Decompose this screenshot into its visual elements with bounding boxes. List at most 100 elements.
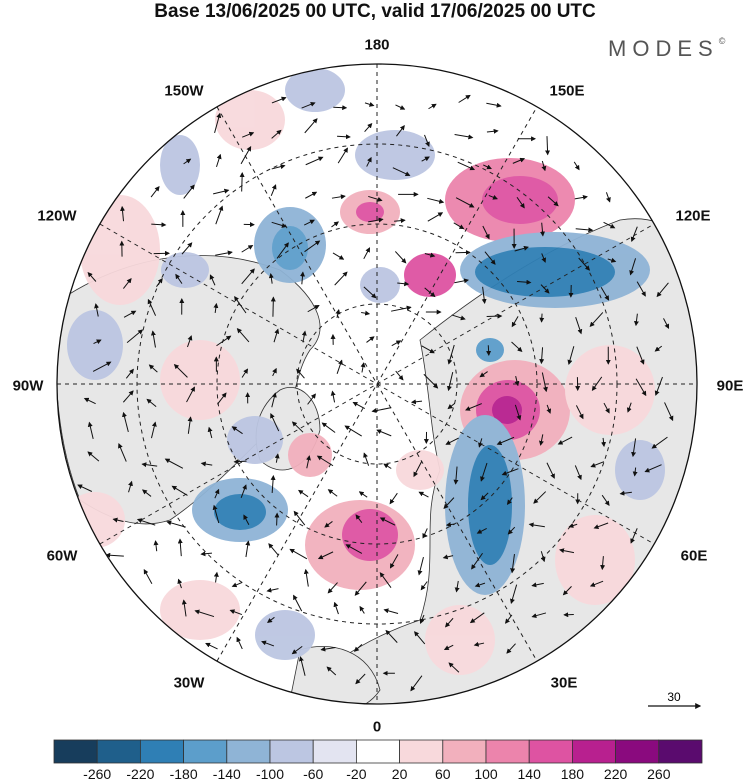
wind-vector-arrow	[273, 328, 280, 343]
colorbar-tick-label: -180	[169, 766, 198, 782]
map-title: Base 13/06/2025 00 UTC, valid 17/06/2025…	[154, 1, 596, 22]
wind-vector-arrow	[575, 317, 583, 335]
wind-vector-arrow	[389, 554, 399, 569]
wind-vector-arrow	[656, 282, 669, 298]
colorbar-tick-label: 140	[517, 766, 541, 782]
wind-vector-arrow	[93, 339, 102, 345]
wind-vector-arrow	[507, 526, 516, 535]
meridian-label: 60W	[46, 547, 78, 565]
wind-vector-arrow	[455, 197, 475, 208]
wind-vector-arrow	[363, 286, 377, 299]
anomaly-blob	[214, 494, 266, 530]
anomaly-blob	[468, 445, 512, 565]
wind-vector-arrow	[173, 363, 188, 378]
wind-vector-arrow	[271, 392, 277, 408]
wind-vector-arrow	[214, 112, 222, 133]
wind-vector-arrow	[303, 219, 315, 226]
geopotential-anomaly-shading	[65, 68, 665, 675]
anomaly-blob	[615, 440, 665, 500]
meridian-label: 30E	[550, 674, 578, 692]
wind-vector-arrow	[422, 528, 428, 539]
wind-vector-arrow	[575, 405, 584, 420]
wind-vector-arrow	[87, 271, 97, 282]
wind-vector-arrow	[352, 401, 365, 409]
wind-vector-arrow	[215, 250, 233, 256]
wind-vector-arrow	[567, 346, 575, 366]
anomaly-blob	[227, 416, 283, 464]
wind-vector-arrow	[528, 522, 545, 528]
wind-vector-arrow	[368, 195, 383, 202]
wind-vector-arrow	[122, 277, 132, 289]
anomaly-blob	[160, 135, 200, 195]
wind-vector-arrow	[332, 252, 345, 260]
wind-vector-arrow	[214, 488, 220, 499]
wind-vector-arrow	[87, 421, 94, 440]
reference-vector-label: 30	[667, 690, 681, 704]
wind-vector-arrow	[445, 522, 455, 528]
meridian-label: 30W	[173, 674, 205, 692]
wind-vector-arrow	[458, 94, 471, 103]
wind-vector-arrow	[240, 146, 252, 165]
wind-vector-arrow	[354, 581, 367, 596]
wind-vector-arrow	[305, 156, 324, 166]
meridian-label: 150W	[164, 82, 204, 100]
wind-vector-arrow	[122, 411, 129, 433]
wind-vector-arrow	[636, 281, 646, 297]
wind-vector-arrow	[366, 336, 375, 343]
wind-vector-arrow	[112, 517, 124, 523]
wind-vector-arrow	[395, 104, 406, 110]
wind-vector-arrow	[364, 122, 373, 133]
meridian-label: 120W	[37, 207, 77, 225]
wind-vector-arrow	[307, 393, 316, 405]
wind-vector-arrow	[194, 609, 215, 618]
wind-vector-arrow	[541, 160, 547, 172]
wind-vector-arrow	[546, 404, 552, 414]
anomaly-blob	[404, 253, 456, 297]
wind-vector-arrow	[293, 594, 303, 612]
wind-vector-arrow	[465, 403, 482, 411]
wind-vector-arrow	[306, 455, 311, 469]
wind-vector-arrow	[175, 273, 183, 284]
colorbar-tick-label: 260	[647, 766, 671, 782]
wind-vector-arrow	[451, 314, 466, 321]
wind-vector-arrow	[207, 426, 213, 439]
wind-vector-arrow	[443, 497, 455, 509]
wind-vector-arrow	[150, 421, 157, 439]
wind-vector-arrow	[423, 373, 439, 389]
wind-vector-arrow	[266, 587, 279, 593]
wind-vector-arrow	[392, 167, 411, 176]
wind-vector-arrow	[421, 156, 430, 162]
wind-vector-arrow	[187, 335, 193, 348]
wind-vector-arrow	[601, 494, 610, 506]
wind-vector-arrow	[514, 376, 520, 387]
wind-vector-arrow	[427, 197, 445, 204]
wind-vector-arrow	[418, 491, 429, 498]
wind-vector-arrow	[125, 368, 134, 379]
wind-vector-arrow	[345, 544, 363, 554]
wind-vector-arrow	[483, 164, 492, 170]
wind-vector-arrow	[320, 646, 336, 652]
wind-vector-arrow	[321, 422, 336, 433]
anomaly-blob	[555, 515, 635, 605]
colorbar-tick-label: 100	[474, 766, 498, 782]
wind-vector-arrow	[510, 554, 516, 574]
wind-vector-arrow	[363, 452, 370, 466]
colorbar-swatch	[312, 739, 357, 764]
wind-vector-arrow	[448, 662, 460, 673]
wind-vector-arrow	[359, 605, 365, 614]
wind-vector-arrow	[146, 398, 157, 408]
wind-vector-arrow	[454, 278, 470, 284]
colorbar-tick-label: 220	[603, 766, 628, 782]
wind-vector-arrow	[633, 313, 639, 327]
meridian-label: 150E	[549, 82, 585, 100]
wind-vector-arrow	[153, 540, 159, 552]
wind-vector-arrow	[394, 218, 406, 224]
wind-vector-arrow	[574, 465, 582, 481]
wind-vector-arrow	[420, 581, 428, 591]
wind-vector-arrow	[379, 517, 396, 526]
colorbar-swatch	[399, 739, 444, 764]
wind-vector-arrow	[128, 480, 133, 493]
wind-vector-arrow	[664, 402, 674, 422]
wind-vector-arrow	[353, 643, 363, 652]
wind-vector-arrow	[605, 192, 611, 203]
